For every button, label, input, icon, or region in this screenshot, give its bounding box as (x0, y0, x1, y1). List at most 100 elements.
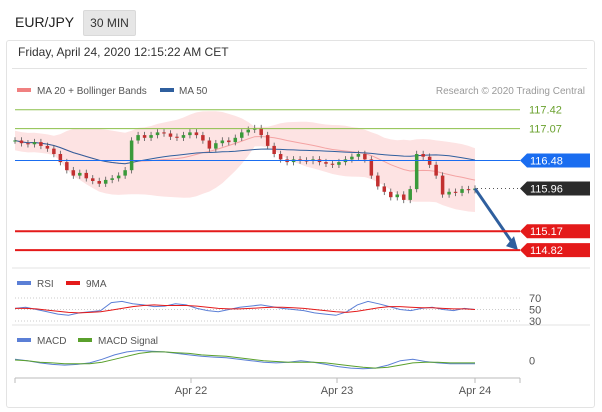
rsi-9ma-legend-label: 9MA (86, 279, 107, 290)
chart-datetime: Friday, April 24, 2020 12:15:22 AM CET (18, 45, 229, 59)
macd-line (14, 349, 475, 370)
candle-body (136, 135, 140, 141)
header-divider (12, 68, 587, 69)
macd-legend-label: MACD (37, 336, 66, 347)
macd-signal-legend-swatch (78, 338, 92, 342)
candle-body (414, 154, 419, 190)
candle-body (278, 154, 283, 160)
rsi-level-label: 70 (529, 293, 541, 305)
candle-body (19, 140, 24, 144)
candle-body (149, 135, 153, 138)
rsi-level-label: 50 (529, 305, 541, 317)
rsi-legend-swatch (17, 281, 31, 285)
candle-body (32, 142, 37, 145)
candle-body (181, 135, 186, 138)
ma-bb-legend-swatch (17, 88, 31, 92)
support-tag (520, 243, 590, 258)
candle-body (103, 179, 108, 184)
currency-pair-title: EUR/JPY (15, 14, 75, 30)
candle-body (265, 135, 270, 146)
macd-plot: 0 (14, 349, 535, 370)
candle-body (330, 163, 335, 165)
candle-body (65, 162, 69, 171)
candle-body (447, 191, 451, 195)
candle-body (324, 162, 328, 164)
ma-bb-legend-label: MA 20 + Bollinger Bands (37, 86, 147, 97)
candle-body (369, 159, 374, 176)
ma50-legend-swatch (160, 88, 174, 92)
candle-body (233, 137, 238, 143)
candle-body (84, 172, 89, 179)
candle-body (116, 175, 121, 179)
candle-body (142, 135, 147, 138)
macd-signal-legend-label: MACD Signal (98, 336, 158, 347)
candle-body (58, 154, 63, 163)
candle-body (434, 164, 438, 176)
rsi-line (14, 300, 476, 316)
candle-body (39, 142, 43, 146)
candle-body (194, 132, 199, 136)
ma50-legend-label: MA 50 (179, 86, 208, 97)
candle-body (337, 162, 341, 165)
x-tick-label: Apr 23 (321, 385, 353, 397)
chart-panel (6, 40, 595, 408)
support-tag (520, 224, 590, 239)
candle-body (227, 140, 231, 143)
candle-body (78, 172, 82, 176)
pivot-tag (520, 153, 590, 168)
support-label: 114.82 (530, 245, 563, 257)
candle-body (272, 145, 276, 154)
price-levels: 117.42 117.07 116.48 115.96 115.17 114.82 (15, 105, 590, 258)
support-label: 115.17 (530, 226, 563, 238)
candle-body (220, 140, 225, 144)
candle-body (214, 143, 218, 149)
candle-body (13, 140, 17, 142)
candle-body (175, 136, 179, 138)
rsi-9ma-line (15, 304, 476, 314)
candle-body (97, 181, 101, 184)
ma50-line (14, 140, 476, 165)
candle-body (356, 154, 361, 157)
rsi-9ma-legend-swatch (66, 281, 80, 285)
forecast-arrow-line (473, 187, 516, 246)
forecast-arrow-head (506, 236, 518, 251)
candle-body (460, 189, 464, 193)
candle-body (201, 135, 205, 141)
candle-body (45, 145, 50, 149)
candle-body (52, 148, 56, 154)
macd-zero-label: 0 (529, 356, 535, 368)
candle-body (188, 132, 192, 136)
candle-body (162, 132, 166, 134)
candle-body (168, 133, 173, 137)
candle-body (110, 178, 114, 180)
credit-text: Research © 2020 Trading Central (436, 86, 585, 97)
current-price-label: 115.96 (530, 184, 563, 196)
candle-body (395, 194, 400, 198)
rsi-legend-label: RSI (37, 279, 54, 290)
candle-body (129, 140, 134, 171)
pivot-label: 116.48 (530, 155, 563, 167)
candle-body (155, 132, 160, 136)
candle-body (123, 170, 127, 176)
candle-body (26, 143, 30, 145)
candle-body (401, 194, 406, 200)
candle-body (363, 154, 367, 160)
candle-body (421, 154, 425, 157)
top-bar: EUR/JPY 30 MIN (0, 0, 602, 40)
candle-body (376, 175, 380, 187)
candle-body (466, 189, 471, 191)
macd-legend-swatch (17, 338, 31, 342)
timeframe-badge[interactable]: 30 MIN (83, 10, 136, 36)
x-axis: Apr 22 Apr 23 Apr 24 (14, 378, 521, 397)
candle-body (382, 186, 387, 192)
candle-body (408, 189, 412, 200)
candle-body (298, 159, 302, 161)
bollinger-band-area (15, 111, 475, 212)
x-tick-label: Apr 22 (175, 385, 207, 397)
candle-body (246, 129, 250, 133)
price-plot (13, 111, 518, 251)
resistance-label: 117.07 (529, 124, 562, 136)
candle-body (440, 175, 445, 195)
